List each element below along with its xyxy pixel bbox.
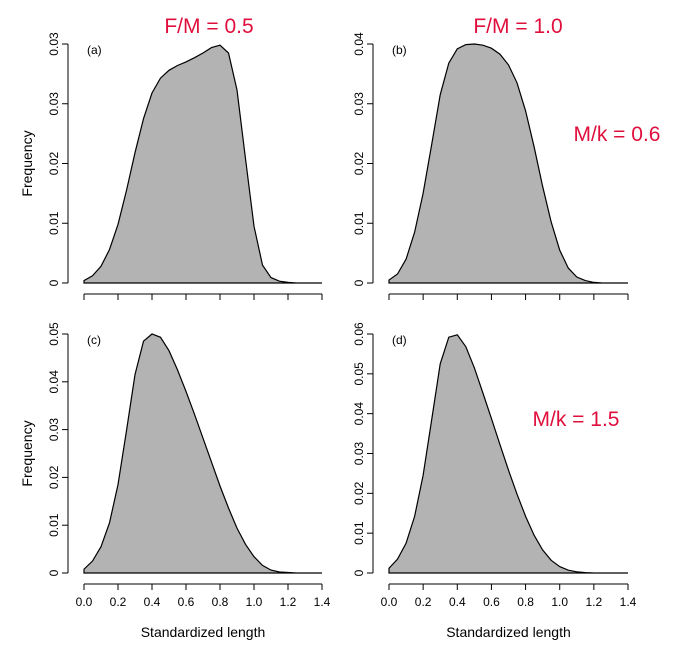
annotation-mk-15: M/k = 1.5 [533,408,620,431]
x-tick-label: 1.2 [586,595,603,609]
x-tick-label: 1.2 [280,595,297,609]
panel-a: 0 0.01 0.02 0.03 0.03 (a) Frequency [19,32,323,300]
x-axis-title: Standardized length [446,624,571,640]
x-tick-label: 1.4 [314,595,331,609]
annotation-mk-06: M/k = 0.6 [574,123,661,146]
x-tick-label: 0.0 [76,595,93,609]
y-tick-label: 0.05 [47,322,61,346]
density-area [83,333,322,574]
x-tick-label: 1.0 [246,595,263,609]
density-area [388,334,628,574]
x-tick-label: 0.6 [178,595,195,609]
y-tick-label: 0 [352,279,366,286]
panel-c: 0 0.01 0.02 0.03 0.04 0.05 0.0 0.2 0.4 0.6 0.8 1.0 1… [19,322,331,640]
y-tick-label: 0 [47,279,61,286]
y-tick-label: 0.01 [352,521,366,545]
y-tick-label: 0 [352,569,366,576]
y-tick-label: 0.04 [352,32,366,56]
panels: 0 0.01 0.02 0.03 0.03 (a) Frequency 0 0.01 0.02 0.… [19,32,637,640]
y-tick-label: 0.04 [352,402,366,426]
panel-d: 0 0.01 0.02 0.03 0.04 0.05 0.06 0.0 0.2 0.4 0.6 0.8… [352,322,637,640]
x-tick-label: 1.4 [620,595,637,609]
y-tick-label: 0.03 [352,441,366,465]
y-tick-label: 0.02 [352,481,366,505]
y-tick-label: 0.01 [47,211,61,235]
y-tick-label: 0.02 [47,465,61,489]
x-tick-label: 0.2 [110,595,127,609]
annotation-fm-10: F/M = 1.0 [473,15,562,38]
y-tick-label: 0.03 [47,92,61,116]
y-tick-label: 0 [47,569,61,576]
panel-b: 0 0.01 0.02 0.03 0.04 (b) [352,32,629,300]
density-area [388,43,628,284]
panel-label: (a) [87,43,102,57]
y-tick-label: 0.01 [352,211,366,235]
x-tick-label: 0.8 [212,595,229,609]
y-axis-title: Frequency [19,130,35,196]
y-tick-label: 0.02 [352,151,366,175]
y-tick-label: 0.03 [47,32,61,56]
y-axis-title: Frequency [19,420,35,486]
y-tick-label: 0.01 [47,513,61,537]
panel-label: (c) [87,333,101,347]
annotation-fm-05: F/M = 0.5 [164,15,253,38]
x-tick-label: 1.0 [551,595,568,609]
x-tick-label: 0.2 [415,595,432,609]
y-tick-label: 0.06 [352,322,366,346]
panel-label: (d) [392,333,407,347]
x-tick-label: 0.6 [483,595,500,609]
x-tick-label: 0.8 [517,595,534,609]
y-tick-label: 0.05 [352,362,366,386]
y-tick-label: 0.04 [47,370,61,394]
y-tick-label: 0.03 [352,92,366,116]
y-tick-label: 0.02 [47,151,61,175]
x-tick-label: 0.4 [144,595,161,609]
density-area [83,44,322,284]
x-tick-label: 0.0 [381,595,398,609]
y-tick-label: 0.03 [47,418,61,442]
x-axis-title: Standardized length [141,624,266,640]
x-tick-label: 0.4 [449,595,466,609]
panel-label: (b) [392,43,407,57]
